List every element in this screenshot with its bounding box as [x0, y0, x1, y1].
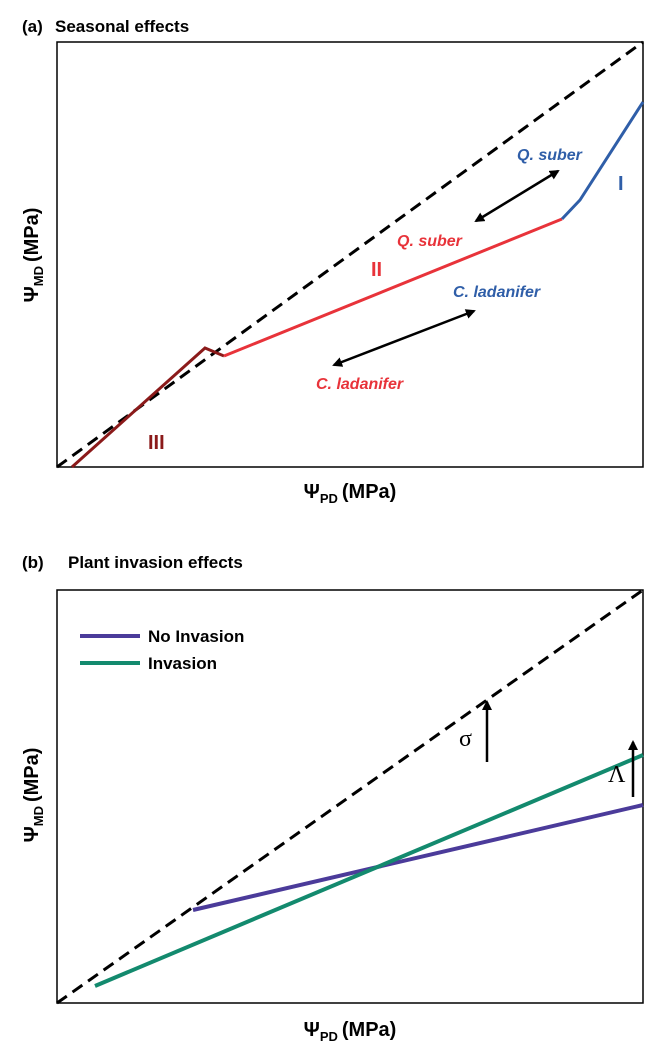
y-axis-label: ΨMD (MPa) — [21, 748, 46, 843]
double-arrow — [474, 169, 560, 223]
unit: (MPa) — [21, 748, 43, 802]
unit: (MPa) — [342, 481, 396, 503]
x-axis-label: ΨPD (MPa) — [304, 1019, 397, 1044]
x-axis-label: ΨPD (MPa) — [304, 481, 397, 506]
y-axis-label: ΨMD (MPa) — [21, 208, 46, 303]
plot-frame — [56, 589, 644, 1004]
symbol: Ψ — [304, 481, 320, 503]
sigma-label: σ — [459, 726, 472, 752]
species-label: Q. suber — [517, 147, 583, 164]
subscript: MD — [31, 806, 46, 826]
species-label: C. ladanifer — [453, 284, 541, 301]
subscript: PD — [320, 491, 338, 506]
symbol: Ψ — [21, 826, 43, 842]
panel-label: (a) — [22, 17, 43, 36]
phase-label: II — [371, 259, 382, 281]
phase-i-line — [560, 101, 645, 221]
unit: (MPa) — [342, 1019, 396, 1041]
species-label: C. ladanifer — [316, 376, 404, 393]
legend-label: No Invasion — [148, 627, 244, 646]
subscript: PD — [320, 1029, 338, 1044]
species-label: Q. suber — [397, 233, 463, 250]
symbol: Ψ — [304, 1019, 320, 1041]
panel-title: Seasonal effects — [55, 17, 189, 36]
panel-label: (b) — [22, 553, 44, 572]
no-invasion-line — [192, 803, 644, 912]
legend-label: Invasion — [148, 654, 217, 673]
invasion-line — [94, 753, 644, 988]
lambda-label: Λ — [608, 762, 626, 788]
symbol: Ψ — [21, 286, 43, 302]
subscript: MD — [31, 266, 46, 286]
phase-iii-line — [70, 346, 225, 469]
unit: (MPa) — [21, 208, 43, 262]
panel-title: Plant invasion effects — [68, 553, 243, 572]
one-to-one-line — [56, 40, 644, 469]
one-to-one-line — [56, 588, 644, 1005]
phase-label: I — [618, 173, 624, 195]
phase-label: III — [148, 432, 165, 454]
double-arrow — [332, 309, 476, 367]
phase-ii-line — [223, 217, 563, 358]
plot-frame — [56, 41, 644, 468]
